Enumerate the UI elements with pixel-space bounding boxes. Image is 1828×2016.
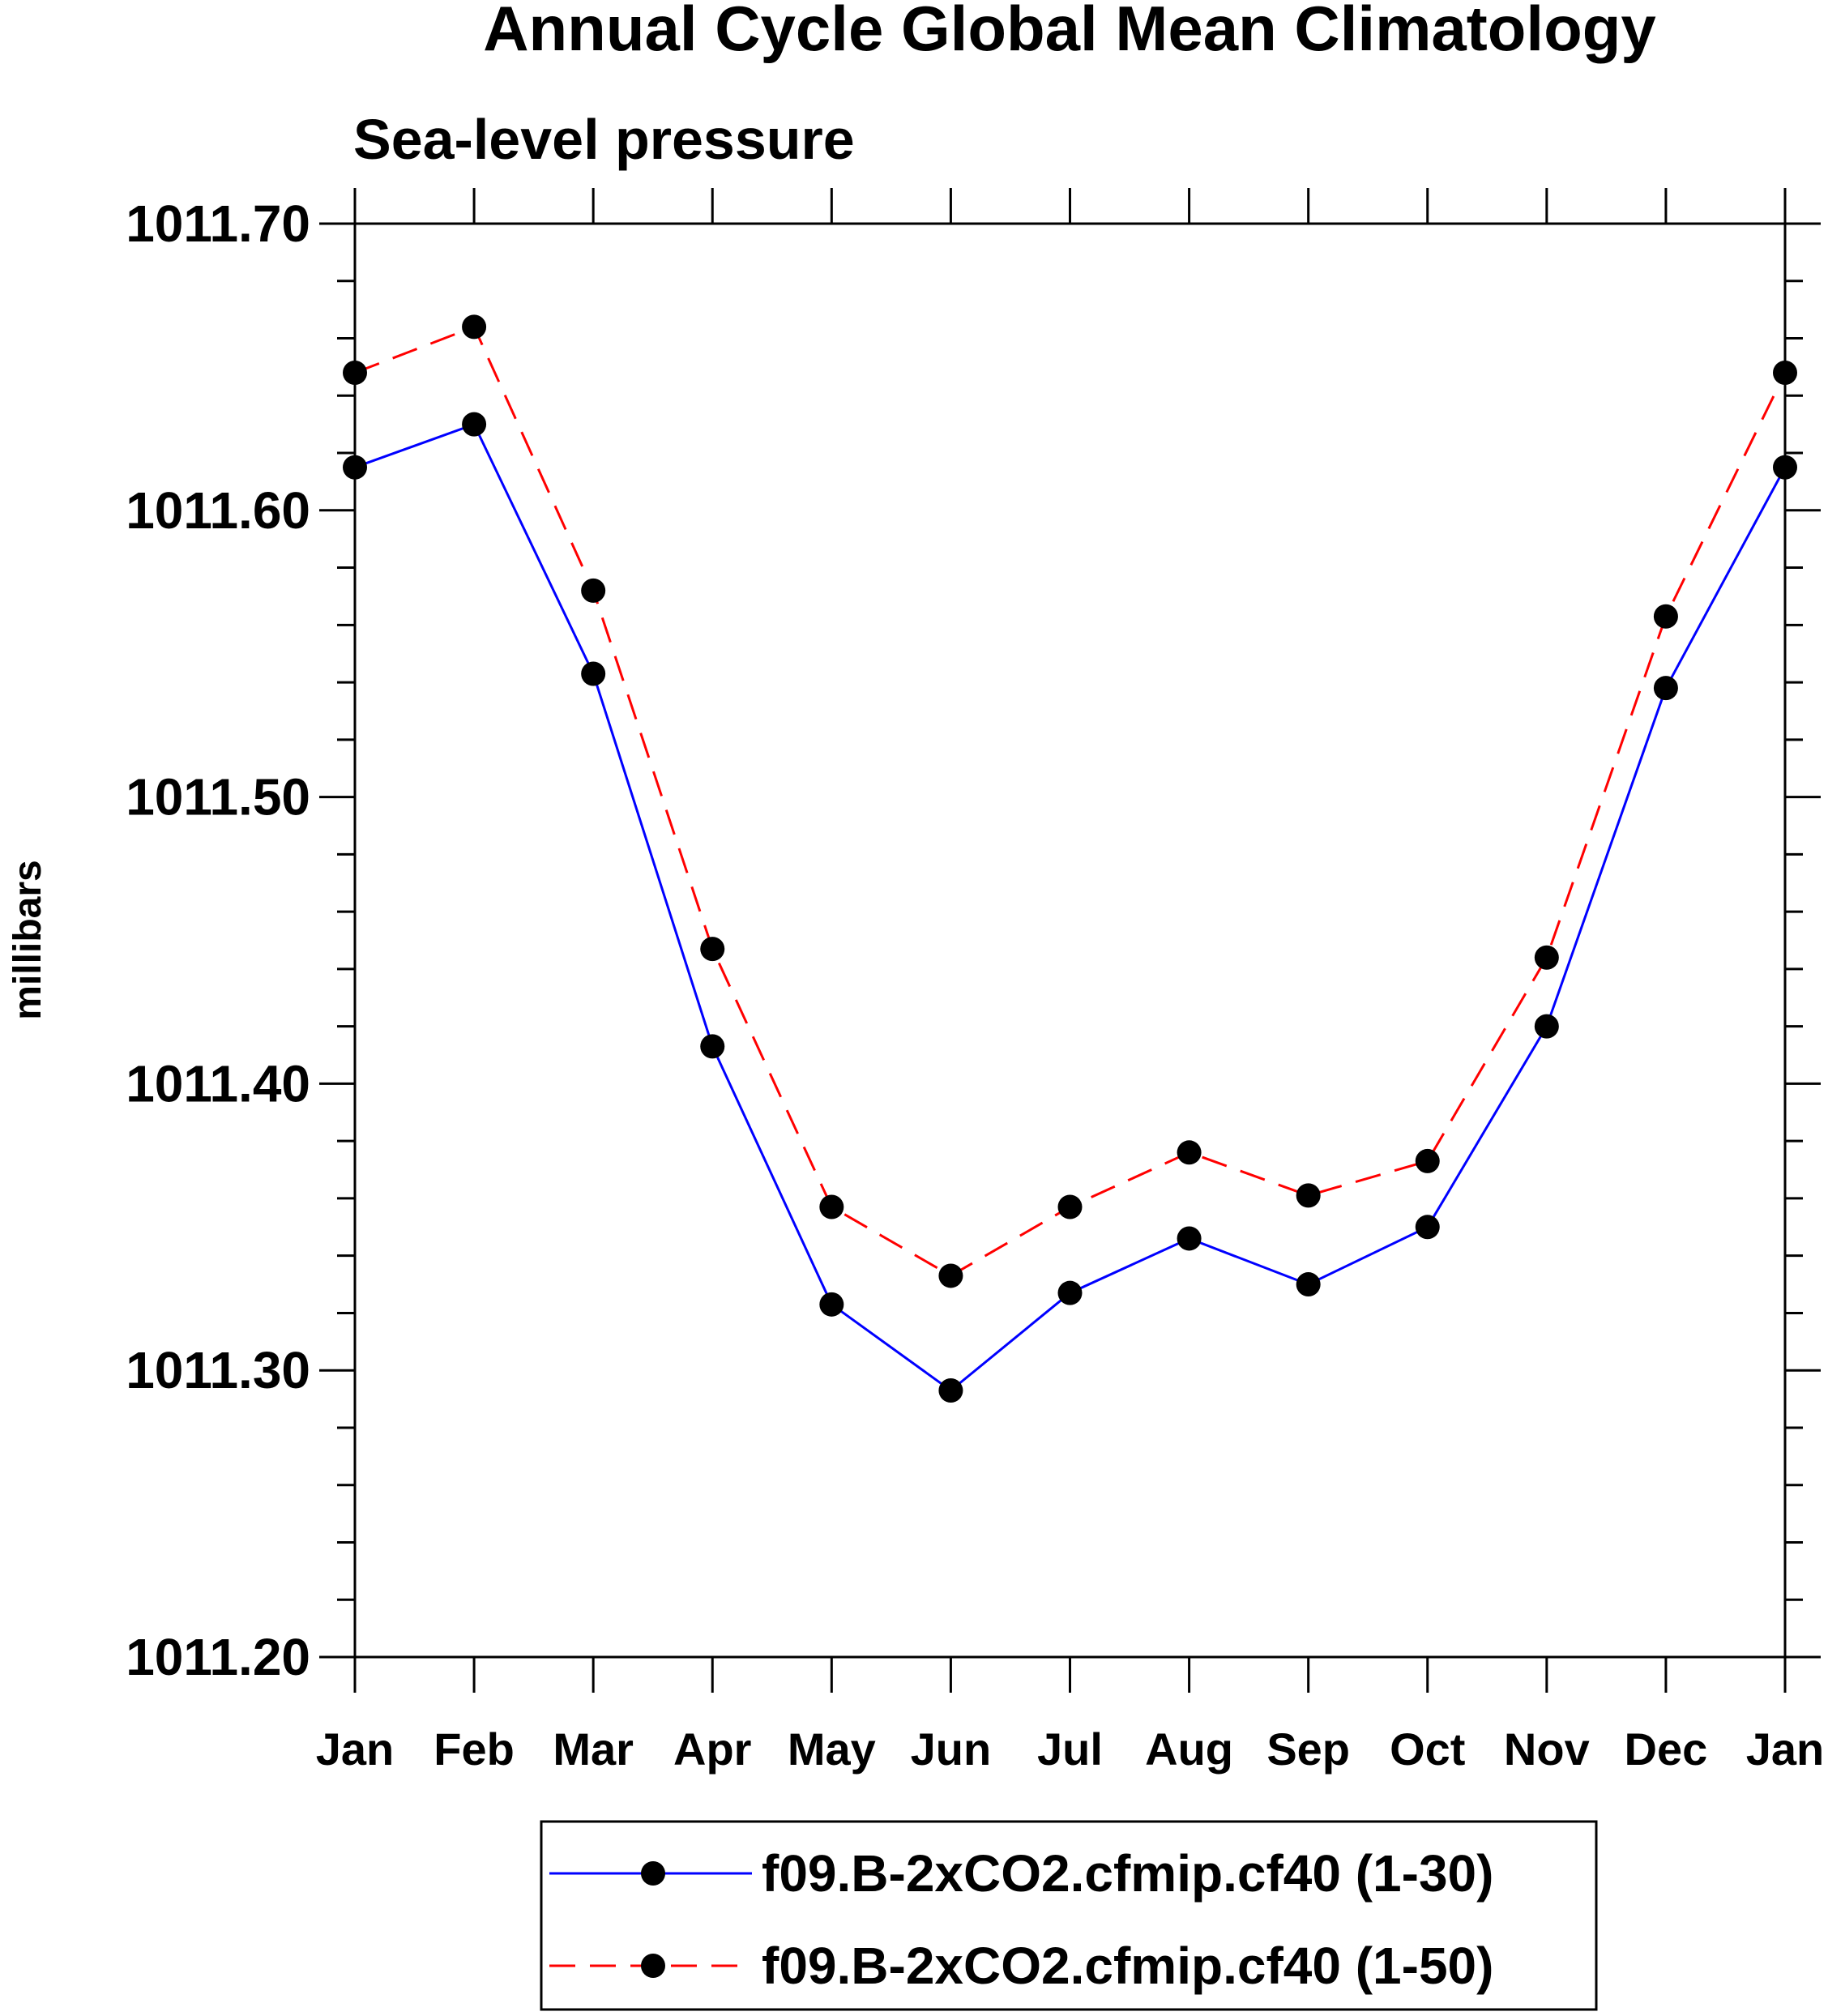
- y-axis-label: millibars: [6, 860, 49, 1019]
- series-1-point: [819, 1292, 844, 1317]
- x-tick-label: Nov: [1504, 1723, 1590, 1775]
- series-2-point: [343, 360, 367, 385]
- series-1-point: [1534, 1014, 1559, 1039]
- x-tick-label: May: [788, 1723, 876, 1775]
- x-tick-label: Jan: [316, 1723, 395, 1775]
- y-tick-label: 1011.40: [126, 1054, 310, 1113]
- series-2-point: [938, 1263, 963, 1288]
- plot-axes: [319, 188, 1821, 1693]
- chart-subtitle: Sea-level pressure: [353, 108, 855, 171]
- y-tick-label: 1011.70: [126, 194, 310, 253]
- series-2-point: [1415, 1148, 1440, 1173]
- series-2-point: [1177, 1140, 1202, 1165]
- legend-marker-series-1: [641, 1861, 665, 1886]
- x-tick-labels: Jan Feb Mar Apr May Jun Jul Aug Sep Oct Nov Dec Jan: [316, 1723, 1825, 1775]
- legend-marker-series-2: [641, 1954, 665, 1978]
- y-tick-label: 1011.60: [126, 481, 310, 540]
- legend-box: [540, 1820, 1598, 2011]
- series-1-point: [462, 412, 487, 437]
- series-1-point: [938, 1377, 963, 1403]
- x-tick-label: Sep: [1266, 1723, 1350, 1775]
- series-2-point: [1296, 1183, 1321, 1208]
- legend: f09.B-2xCO2.cfmip.cf40 (1-30) f09.B-2xCO…: [540, 1820, 1598, 2011]
- x-tick-label: Mar: [553, 1723, 634, 1775]
- x-tick-label: Jun: [911, 1723, 992, 1775]
- series-1-point: [1653, 676, 1678, 701]
- series-1-point: [1177, 1226, 1202, 1251]
- plot-frame: [353, 222, 1787, 1659]
- series-2-point: [1653, 604, 1678, 629]
- y-tick-label: 1011.50: [126, 768, 310, 826]
- series-2-point: [581, 578, 606, 603]
- y-tick-labels: 1011.20 1011.30 1011.40 1011.50 1011.60 1011.…: [126, 194, 310, 1686]
- x-tick-label: Feb: [434, 1723, 515, 1775]
- series-2-point: [1057, 1194, 1083, 1219]
- x-tick-label: Dec: [1625, 1723, 1708, 1775]
- series-1-point: [1057, 1280, 1083, 1305]
- x-tick-label: Oct: [1390, 1723, 1465, 1775]
- series-2-point: [1534, 945, 1559, 970]
- series-layer: [343, 314, 1797, 1403]
- chart-title: Annual Cycle Global Mean Climatology: [483, 0, 1656, 64]
- series-1-point: [1773, 455, 1797, 480]
- x-tick-label: Jul: [1037, 1723, 1103, 1775]
- legend-label-series-2: f09.B-2xCO2.cfmip.cf40 (1-50): [762, 1937, 1493, 1995]
- x-tick-label: Apr: [673, 1723, 751, 1775]
- series-1-point: [1415, 1215, 1440, 1240]
- series-line-2: [354, 325, 1787, 1278]
- series-1-point: [1296, 1272, 1321, 1297]
- series-1-point: [343, 455, 367, 480]
- series-line-1: [354, 422, 1787, 1392]
- series-1-point: [581, 661, 606, 686]
- x-tick-label: Jan: [1746, 1723, 1825, 1775]
- series-2-point: [819, 1194, 844, 1219]
- y-tick-label: 1011.20: [126, 1628, 310, 1686]
- series-2-point: [462, 314, 487, 340]
- series-1-point: [700, 1034, 725, 1059]
- x-tick-label: Aug: [1145, 1723, 1233, 1775]
- legend-label-series-1: f09.B-2xCO2.cfmip.cf40 (1-30): [762, 1844, 1493, 1903]
- y-tick-label: 1011.30: [126, 1341, 310, 1399]
- series-2-point: [1773, 360, 1797, 385]
- series-2-point: [700, 937, 725, 962]
